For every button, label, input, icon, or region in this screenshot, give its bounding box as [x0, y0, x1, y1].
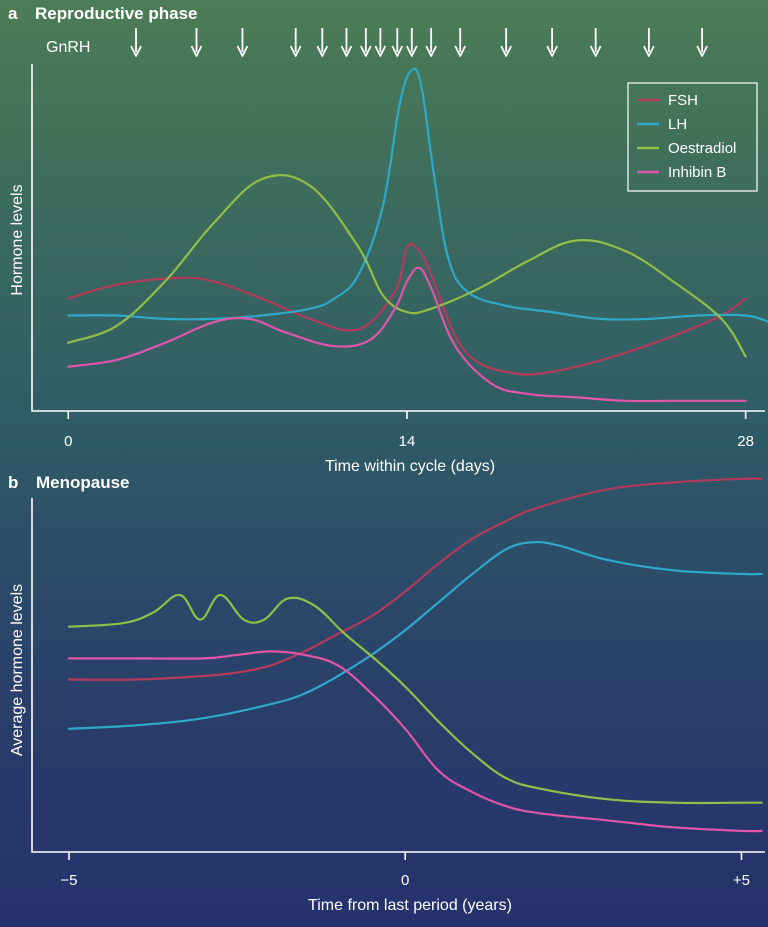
series-line-lh — [67, 540, 763, 730]
gnrh-label: GnRH — [46, 39, 90, 56]
legend-label: Inhibin B — [668, 164, 726, 181]
panel-b-x-ticks: −5 0 +5 — [60, 852, 750, 889]
x-tick-label: 0 — [64, 433, 72, 450]
gnrh-arrow — [289, 28, 302, 57]
legend: FSH LH Oestradiol Inhibin B — [627, 82, 758, 192]
series-line-inhibin-b — [67, 650, 763, 833]
legend-label: LH — [668, 116, 687, 133]
x-tick-label: −5 — [60, 872, 77, 889]
series-line-lh — [67, 67, 768, 323]
gnrh-arrow — [589, 28, 602, 57]
x-tick-label: +5 — [733, 872, 750, 889]
gnrh-arrow — [643, 28, 655, 57]
panel-a-series — [67, 67, 768, 403]
panel-a-reproductive-phase: a Reproductive phase GnRH 0 14 28 Hormone … — [8, 4, 768, 475]
gnrh-arrow — [406, 28, 418, 57]
gnrh-arrow — [374, 28, 387, 57]
series-line-inhibin-b — [67, 266, 747, 403]
panel-b-title: Menopause — [36, 473, 130, 492]
series-line-fsh — [67, 242, 747, 376]
panel-a-x-axis-label: Time within cycle (days) — [325, 458, 495, 475]
panel-b-axes — [31, 498, 765, 853]
panel-a-x-ticks: 0 14 28 — [64, 411, 754, 450]
gnrh-arrow — [546, 28, 558, 57]
gnrh-arrow — [130, 28, 142, 57]
gnrh-arrow — [360, 28, 372, 57]
series-line-fsh — [67, 477, 763, 681]
x-tick-label: 0 — [401, 872, 409, 889]
gnrh-arrow — [316, 28, 329, 57]
panel-a-title: Reproductive phase — [35, 4, 198, 23]
gnrh-arrow — [190, 28, 203, 57]
gnrh-arrow — [340, 28, 353, 57]
panel-b-menopause: b Menopause −5 0 +5 Average hormone levels… — [8, 473, 765, 914]
panel-b-x-axis-label: Time from last period (years) — [308, 897, 512, 914]
x-tick-label: 14 — [399, 433, 416, 450]
gnrh-arrow — [391, 28, 404, 57]
panel-b-y-axis-label: Average hormone levels — [9, 584, 26, 756]
panel-a-letter: a — [8, 4, 18, 23]
gnrh-pulse-arrows — [130, 28, 708, 57]
panel-b-series — [67, 477, 763, 833]
legend-label: FSH — [668, 92, 698, 109]
series-line-oestradiol — [67, 593, 763, 805]
gnrh-arrow — [500, 28, 512, 57]
series-line-oestradiol — [67, 173, 747, 358]
gnrh-arrow — [454, 28, 466, 57]
legend-label: Oestradiol — [668, 140, 736, 157]
gnrh-arrow — [236, 28, 249, 57]
legend-box — [627, 82, 758, 192]
x-tick-label: 28 — [737, 433, 754, 450]
gnrh-arrow — [696, 28, 708, 57]
panel-b-letter: b — [8, 473, 18, 492]
gnrh-arrow — [425, 28, 437, 57]
panel-a-y-axis-label: Hormone levels — [9, 184, 26, 295]
panel-a-axes — [31, 64, 765, 412]
